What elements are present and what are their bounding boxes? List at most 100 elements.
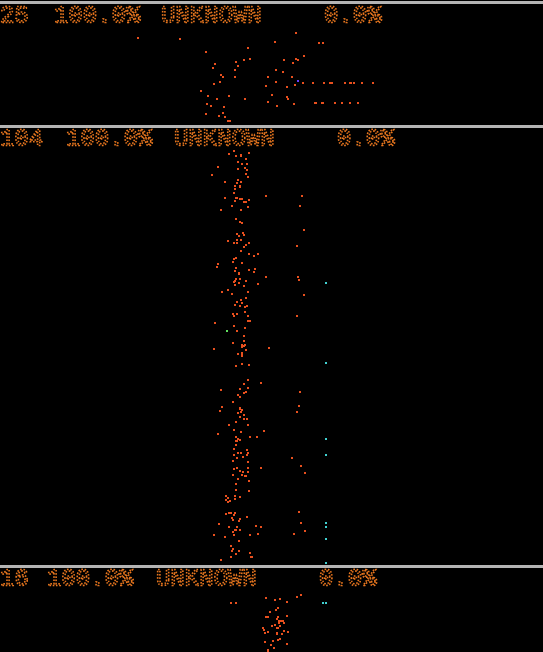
dot: [235, 436, 237, 438]
dot: [234, 304, 236, 306]
dot: [283, 622, 285, 624]
dot: [239, 407, 241, 409]
dot: [265, 85, 267, 87]
dot: [274, 41, 276, 43]
dots: [137, 32, 374, 652]
dot: [244, 327, 246, 329]
dot: [235, 365, 237, 367]
dot: [234, 495, 236, 497]
dot: [357, 102, 359, 104]
dot: [273, 647, 275, 649]
dot: [296, 315, 298, 317]
dot: [260, 467, 262, 469]
dot: [296, 245, 298, 247]
dot: [237, 161, 239, 163]
dot: [275, 609, 277, 611]
dot: [236, 239, 238, 241]
dot: [234, 284, 236, 286]
dot: [236, 457, 238, 459]
dot: [329, 82, 331, 84]
dot: [233, 192, 235, 194]
dot: [235, 267, 237, 269]
dot: [242, 456, 244, 458]
dot: [274, 599, 276, 601]
dot: [244, 344, 246, 346]
dot: [214, 63, 216, 65]
dot: [241, 198, 243, 200]
dot: [225, 495, 227, 497]
dot: [235, 440, 237, 442]
dot: [243, 418, 245, 420]
dot: [323, 82, 325, 84]
dot: [263, 629, 265, 631]
other-percent: 0.0%: [324, 3, 382, 30]
dot: [240, 431, 242, 433]
dot: [279, 625, 281, 627]
dot: [243, 59, 245, 61]
dot: [253, 271, 255, 273]
dot: [236, 301, 238, 303]
dot: [294, 84, 296, 86]
dot: [237, 179, 239, 181]
dot: [236, 182, 238, 184]
dot: [331, 82, 333, 84]
dot: [233, 150, 235, 152]
dot: [302, 82, 304, 84]
dot: [240, 250, 242, 252]
dot: [246, 418, 248, 420]
divider: [0, 565, 543, 568]
dot: [303, 294, 305, 296]
dot: [234, 185, 236, 187]
dot: [234, 270, 236, 272]
dot: [312, 82, 314, 84]
dot: [296, 596, 298, 598]
dot: [249, 320, 251, 322]
dot: [291, 457, 293, 459]
dot: [325, 282, 327, 284]
dot: [281, 633, 283, 635]
dot: [233, 281, 235, 283]
dot: [243, 340, 245, 342]
dot: [334, 102, 336, 104]
dot: [244, 167, 246, 169]
dot: [226, 330, 228, 332]
dot: [298, 279, 300, 281]
label: UNKNOWN: [156, 566, 257, 593]
dot: [225, 499, 227, 501]
dot: [232, 460, 234, 462]
dot: [241, 163, 243, 165]
dot: [233, 534, 235, 536]
dot: [243, 383, 245, 385]
other-percent: 0.0%: [319, 566, 377, 593]
dot: [238, 550, 240, 552]
dot: [325, 538, 327, 540]
dot: [237, 394, 239, 396]
dot: [304, 472, 306, 474]
dot: [213, 348, 215, 350]
dot: [276, 627, 278, 629]
dot: [249, 436, 251, 438]
dot: [325, 602, 327, 604]
dot: [246, 163, 248, 165]
dot: [239, 396, 241, 398]
dot: [241, 302, 243, 304]
dot: [233, 315, 235, 317]
dot: [292, 62, 294, 64]
dot: [235, 218, 237, 220]
dot: [245, 297, 247, 299]
dot: [241, 262, 243, 264]
dot: [225, 513, 227, 515]
count: 16: [0, 566, 29, 593]
dot: [297, 276, 299, 278]
dot: [245, 173, 247, 175]
dot: [235, 257, 237, 259]
dot: [235, 553, 237, 555]
dot: [247, 176, 249, 178]
dot: [217, 263, 219, 265]
dot: [264, 641, 266, 643]
dot: [297, 80, 299, 82]
dot: [278, 620, 280, 622]
dot: [257, 533, 259, 535]
dot: [246, 305, 248, 307]
dot: [232, 531, 234, 533]
